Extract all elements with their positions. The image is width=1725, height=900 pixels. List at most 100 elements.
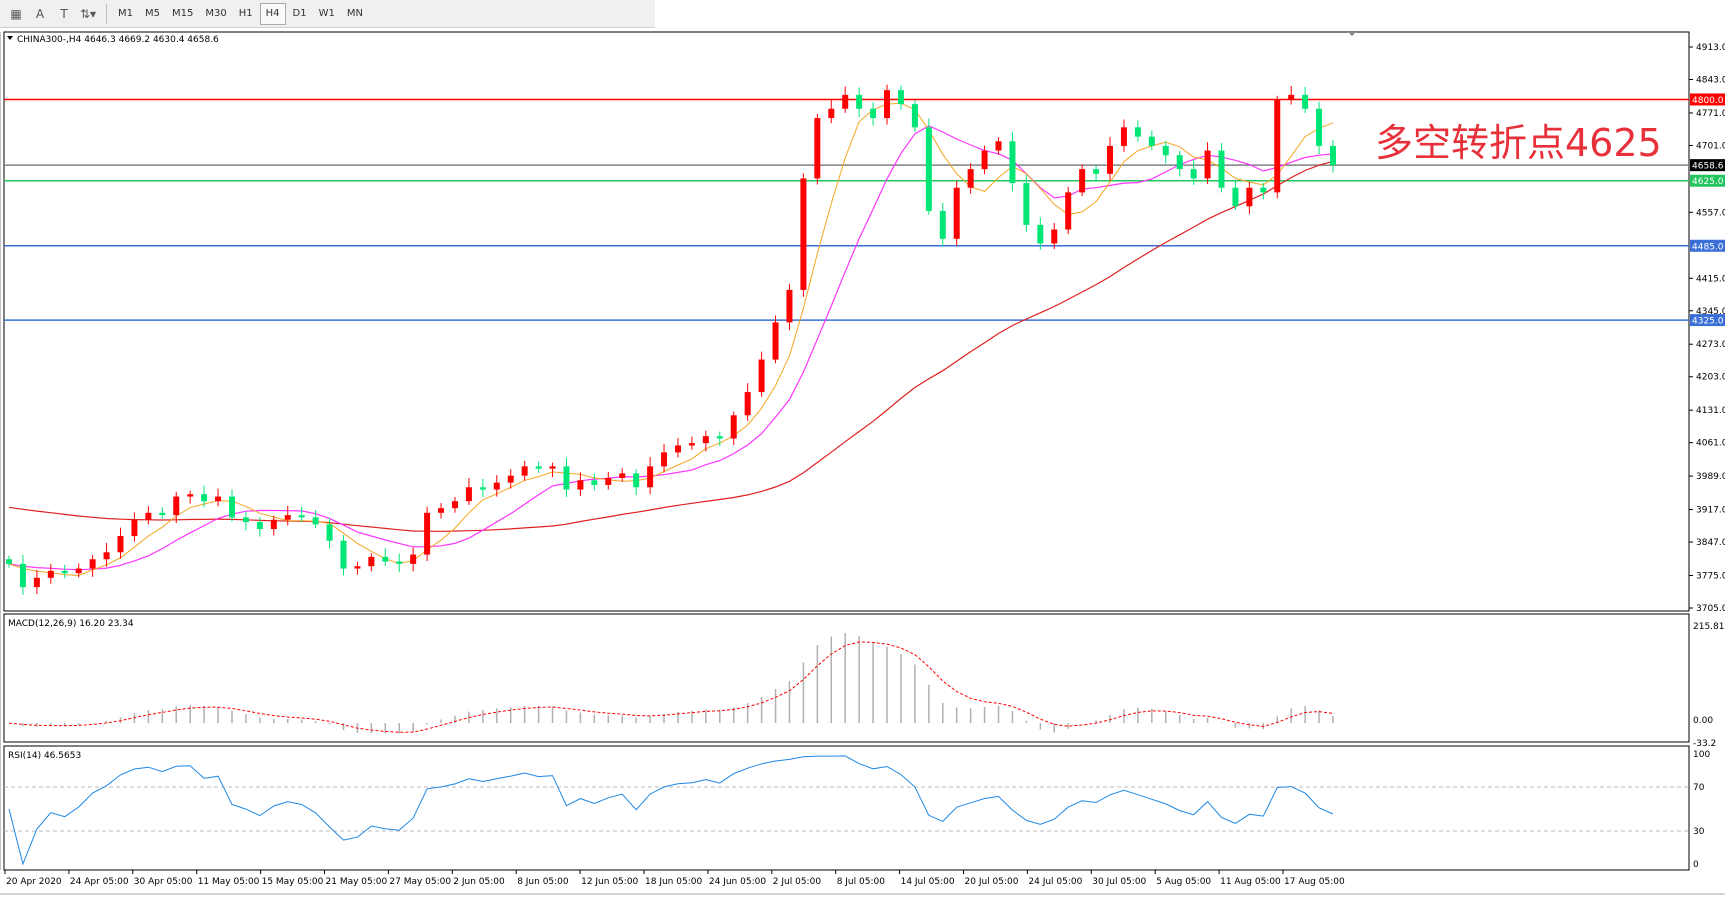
rsi-tick-label: 30	[1693, 827, 1705, 837]
timeframe-m15[interactable]: M15	[172, 8, 194, 19]
level-price-tag	[1690, 174, 1725, 187]
candle-body	[1079, 169, 1086, 193]
candle-body	[103, 552, 110, 560]
time-label: 15 May 05:00	[262, 877, 324, 887]
timeframe-h4[interactable]: H4	[259, 2, 286, 25]
time-label: 8 Jun 05:00	[517, 877, 569, 887]
candle-body	[1009, 141, 1016, 184]
timeframe-mn[interactable]: MN	[346, 8, 363, 19]
candle-body	[800, 178, 807, 290]
level-price-label: 4485.0	[1692, 242, 1724, 252]
candle-body	[856, 94, 863, 109]
candle-body	[1176, 155, 1183, 170]
candle-body	[424, 512, 431, 555]
candle-body	[577, 480, 584, 490]
candle-body	[284, 515, 291, 520]
candle-body	[730, 415, 737, 439]
candle-body	[1037, 224, 1044, 244]
candle-body	[591, 480, 598, 485]
arrows-icon[interactable]: ⇅▾	[79, 6, 97, 21]
candle-body	[1260, 187, 1267, 193]
candle-body	[647, 466, 654, 488]
candle-body	[535, 466, 542, 469]
candle-body	[1023, 183, 1030, 225]
time-label: 20 Jul 05:00	[965, 877, 1019, 887]
candle-body	[744, 392, 751, 416]
candle-body	[1330, 145, 1336, 166]
level-price-label: 4625.0	[1692, 177, 1724, 187]
price-tick-label: 3775.0	[1696, 571, 1725, 581]
timeframe-d1[interactable]: D1	[292, 8, 307, 19]
candle-body	[1204, 150, 1211, 179]
price-tick-label: 4415.0	[1696, 274, 1725, 284]
time-label: 24 Jun 05:00	[709, 877, 766, 887]
candle-body	[410, 554, 417, 564]
candle-body	[1274, 99, 1281, 193]
time-label: 14 Jul 05:00	[901, 877, 955, 887]
candle-body	[173, 496, 180, 516]
rsi-tick-label: 0	[1693, 860, 1699, 870]
time-label: 20 Apr 2020	[6, 877, 62, 887]
timeframe-m1[interactable]: M1	[118, 8, 133, 19]
candle-body	[201, 494, 208, 502]
timeframe-m5[interactable]: M5	[145, 8, 160, 19]
time-label: 11 May 05:00	[198, 877, 260, 887]
level-price-label: 4325.0	[1692, 317, 1724, 327]
level-price-tag	[1690, 159, 1725, 172]
candle-body	[89, 559, 96, 569]
chart-canvas[interactable]: CHINA300-,H4 4646.3 4669.2 4630.4 4658.6…	[0, 28, 1725, 897]
candle-body	[1246, 187, 1253, 207]
chart-toolbar: ▦ A T ⇅▾ M1 M5 M15 M30 H1 H4 D1 W1 MN	[0, 0, 655, 28]
candle-body	[1107, 145, 1114, 174]
collapse-triangle-icon	[7, 36, 13, 40]
time-label: 2 Jun 05:00	[453, 877, 505, 887]
rsi-panel	[3, 745, 1690, 871]
candle-body	[1148, 136, 1155, 146]
level-price-tag	[1690, 93, 1725, 106]
candle-body	[131, 519, 138, 537]
price-chart[interactable]: CHINA300-,H4 4646.3 4669.2 4630.4 4658.6…	[0, 28, 1725, 897]
price-tick-label: 4273.0	[1696, 340, 1725, 350]
macd-label: MACD(12,26,9) 16.20 23.34	[8, 619, 134, 629]
macd-tick-label: -33.2	[1693, 739, 1716, 749]
candle-body	[925, 127, 932, 211]
price-tick-label: 3705.0	[1696, 604, 1725, 614]
candle-body	[674, 445, 681, 453]
candle-body	[19, 563, 26, 588]
candle-body	[1190, 169, 1197, 179]
candle-body	[953, 187, 960, 239]
price-tick-label: 4203.0	[1696, 373, 1725, 383]
rsi-tick-label: 100	[1693, 750, 1710, 760]
candle-body	[438, 508, 445, 513]
text-box-icon[interactable]: T	[60, 6, 68, 21]
timeframe-h1[interactable]: H1	[238, 8, 253, 19]
macd-signal-line	[8, 641, 1334, 733]
time-label: 24 Apr 05:00	[70, 877, 129, 887]
candle-body	[340, 540, 347, 569]
candle-body	[479, 487, 486, 490]
time-label: 11 Aug 05:00	[1220, 877, 1281, 887]
timeframe-w1[interactable]: W1	[318, 8, 335, 19]
candle-body	[75, 568, 82, 574]
candle-body	[981, 150, 988, 170]
level-price-tag	[1690, 239, 1725, 252]
time-label: 27 May 05:00	[389, 877, 451, 887]
timeframe-m30[interactable]: M30	[205, 8, 227, 19]
time-label: 24 Jul 05:00	[1028, 877, 1082, 887]
time-label: 30 Jul 05:00	[1092, 877, 1146, 887]
grid-icon[interactable]: ▦	[10, 6, 22, 21]
toolbar-divider	[106, 3, 107, 24]
time-label: 8 Jul 05:00	[837, 877, 886, 887]
ma-slow-line	[8, 160, 1334, 532]
candle-body	[354, 566, 361, 569]
candle-body	[1316, 108, 1323, 146]
rsi-tick-label: 70	[1693, 783, 1705, 793]
price-tick-label: 4771.0	[1696, 109, 1725, 119]
price-tick-label: 3917.0	[1696, 506, 1725, 516]
text-A-icon[interactable]: A	[35, 6, 45, 21]
candle-body	[33, 577, 40, 588]
candle-body	[619, 473, 626, 478]
candle-body	[828, 108, 835, 119]
candle-body	[633, 473, 640, 488]
candle-body	[1065, 192, 1072, 230]
